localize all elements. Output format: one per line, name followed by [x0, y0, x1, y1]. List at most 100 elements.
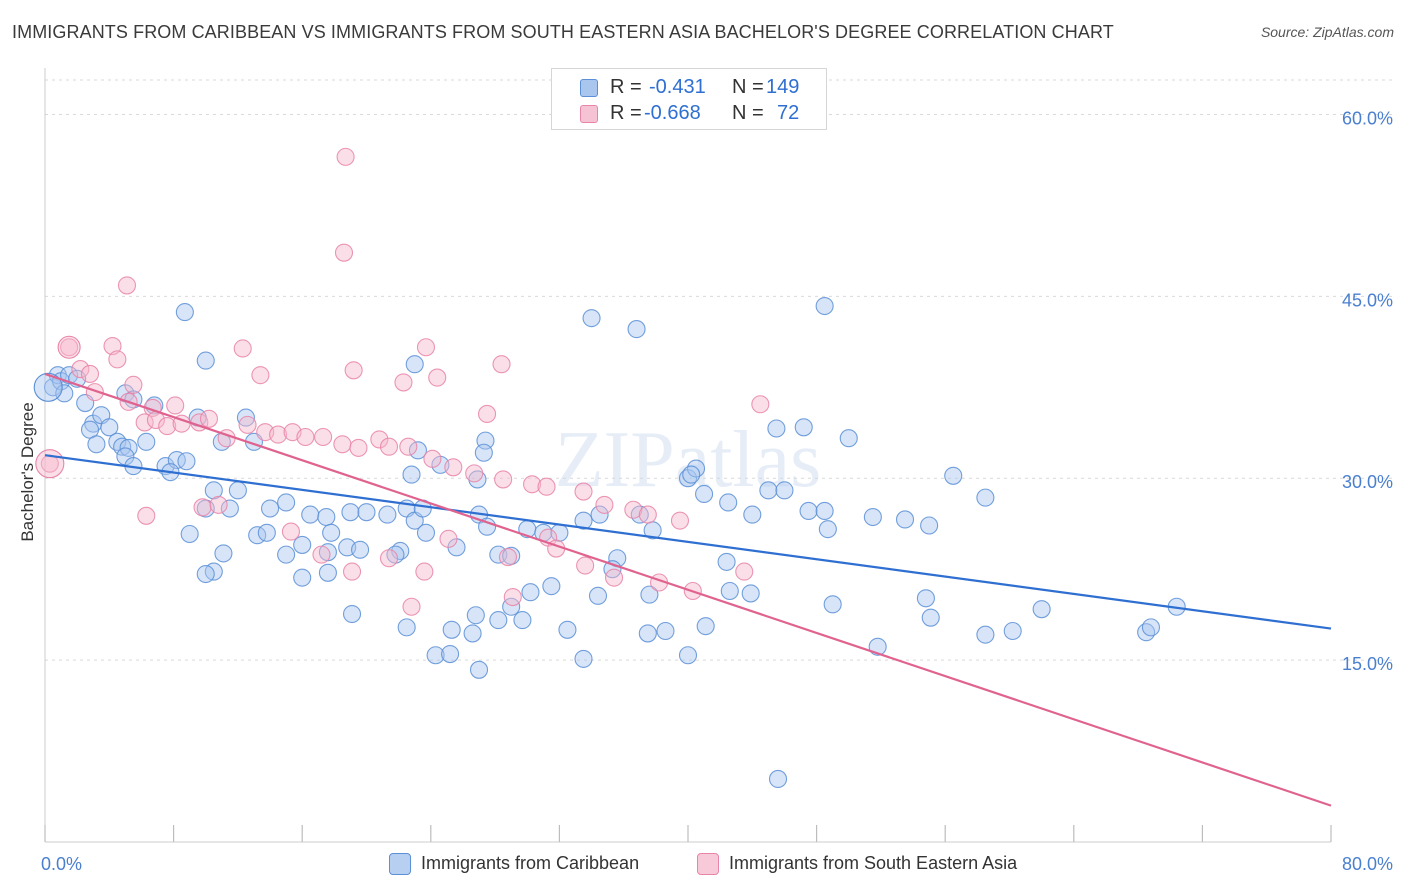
point-caribbean — [794, 418, 813, 437]
point-caribbean — [442, 620, 461, 639]
point-se-asia — [269, 425, 288, 444]
point-caribbean — [839, 429, 858, 448]
point-se-asia — [751, 395, 770, 414]
point-caribbean — [759, 481, 778, 500]
chart-title: IMMIGRANTS FROM CARIBBEAN VS IMMIGRANTS … — [12, 22, 1114, 42]
point-caribbean — [196, 351, 215, 370]
point-caribbean — [137, 432, 156, 451]
point-caribbean — [720, 581, 739, 601]
point-caribbean — [818, 520, 837, 539]
point-caribbean — [815, 296, 834, 316]
y-tick-label: 30.0% — [1342, 472, 1393, 492]
point-caribbean — [719, 493, 738, 512]
point-caribbean — [317, 507, 336, 527]
point-caribbean — [463, 624, 482, 643]
legend-row-caribbean: R = -0.431 N = 149 — [552, 75, 826, 101]
bottom-legend-swatch-blue — [389, 853, 411, 875]
point-caribbean — [277, 545, 296, 564]
point-caribbean — [378, 505, 397, 524]
point-se-asia — [71, 360, 90, 379]
legend-n-label: N = — [732, 102, 764, 124]
point-caribbean — [397, 618, 416, 637]
point-caribbean — [478, 517, 497, 536]
trend-line-caribbean — [44, 454, 1332, 630]
point-caribbean — [33, 372, 63, 402]
point-se-asia — [537, 477, 556, 496]
bottom-legend-label: Immigrants from South Eastern Asia — [729, 853, 1018, 873]
point-se-asia — [135, 413, 154, 432]
x-tick-label: 80.0% — [1342, 854, 1393, 874]
point-se-asia — [117, 276, 137, 295]
point-caribbean — [627, 320, 646, 339]
point-caribbean — [293, 535, 312, 554]
source-credit: Source: ZipAtlas.com — [1260, 24, 1394, 40]
point-caribbean — [177, 452, 196, 471]
point-se-asia — [416, 338, 436, 357]
point-caribbean — [678, 646, 698, 665]
point-se-asia — [638, 505, 657, 524]
point-se-asia — [498, 547, 518, 567]
point-caribbean — [55, 384, 74, 403]
point-caribbean — [204, 481, 223, 500]
point-se-asia — [108, 350, 127, 369]
point-caribbean — [743, 505, 762, 524]
point-se-asia — [423, 449, 442, 468]
point-caribbean — [1141, 618, 1161, 637]
point-caribbean — [920, 516, 939, 535]
point-se-asia — [394, 373, 413, 392]
point-caribbean — [469, 660, 489, 679]
point-se-asia — [670, 511, 690, 530]
point-caribbean — [799, 501, 818, 521]
point-se-asia — [166, 396, 185, 415]
point-se-asia — [624, 500, 643, 519]
point-caribbean — [741, 584, 760, 603]
point-caribbean — [863, 507, 882, 527]
point-caribbean — [293, 568, 312, 587]
point-caribbean — [405, 355, 424, 374]
point-caribbean — [1137, 623, 1156, 642]
trend-line-se-asia — [44, 372, 1332, 807]
legend-row-se-asia: R = -0.668 N = 72 — [552, 101, 826, 127]
point-se-asia — [735, 562, 754, 581]
point-se-asia — [379, 549, 399, 568]
legend-n-value: 72 — [777, 102, 800, 124]
point-se-asia — [503, 588, 522, 607]
point-se-asia — [296, 427, 315, 447]
point-se-asia — [57, 335, 81, 359]
point-se-asia — [494, 470, 513, 489]
point-se-asia — [428, 368, 447, 387]
point-caribbean — [767, 419, 786, 438]
point-caribbean — [895, 510, 915, 529]
point-se-asia — [193, 498, 212, 517]
point-se-asia — [444, 458, 463, 477]
trend-lines — [44, 372, 1332, 807]
point-se-asia — [251, 366, 270, 385]
point-se-asia — [199, 409, 219, 428]
legend-r-value: -0.431 — [649, 76, 706, 98]
point-se-asia — [60, 338, 79, 357]
point-caribbean — [124, 390, 143, 409]
point-se-asia — [333, 435, 352, 454]
point-caribbean — [696, 617, 715, 636]
point-caribbean — [582, 309, 601, 328]
x-tick-label: 0.0% — [41, 854, 82, 874]
point-caribbean — [113, 437, 132, 456]
legend-r-label: R = — [610, 102, 642, 124]
point-caribbean — [228, 481, 247, 500]
legend-n-label: N = — [732, 76, 764, 98]
y-tick-label: 45.0% — [1342, 290, 1393, 310]
point-caribbean — [416, 523, 436, 542]
point-se-asia — [281, 522, 300, 541]
point-caribbean — [640, 585, 659, 604]
point-caribbean — [638, 624, 657, 643]
point-caribbean — [391, 541, 410, 561]
point-caribbean — [921, 608, 940, 627]
point-caribbean — [686, 459, 706, 478]
point-caribbean — [441, 644, 460, 664]
point-caribbean — [976, 625, 995, 644]
point-caribbean — [542, 577, 561, 596]
point-caribbean — [590, 505, 609, 524]
grid — [45, 79, 1394, 661]
point-caribbean — [466, 606, 485, 625]
point-caribbean — [916, 589, 935, 608]
